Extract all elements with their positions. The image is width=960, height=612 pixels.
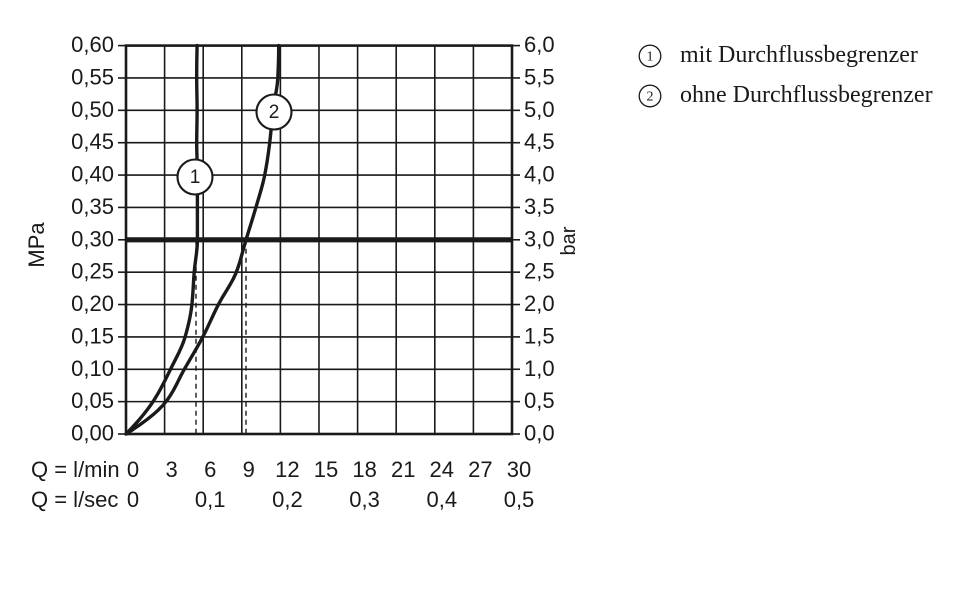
svg-text:0,25: 0,25 bbox=[71, 259, 114, 284]
svg-text:0,1: 0,1 bbox=[195, 487, 226, 512]
svg-text:2: 2 bbox=[647, 90, 654, 105]
svg-text:12: 12 bbox=[275, 457, 299, 482]
svg-text:Q = l/sec: Q = l/sec bbox=[31, 487, 118, 512]
svg-text:0,60: 0,60 bbox=[71, 32, 114, 57]
svg-text:0,40: 0,40 bbox=[71, 162, 114, 187]
svg-text:0,15: 0,15 bbox=[71, 323, 114, 348]
svg-text:1: 1 bbox=[190, 167, 201, 188]
svg-text:18: 18 bbox=[352, 457, 376, 482]
svg-text:27: 27 bbox=[468, 457, 492, 482]
svg-text:0,30: 0,30 bbox=[71, 226, 114, 251]
svg-text:9: 9 bbox=[243, 457, 255, 482]
svg-text:Q = l/min: Q = l/min bbox=[31, 457, 120, 482]
svg-text:0,5: 0,5 bbox=[504, 487, 535, 512]
svg-text:4,0: 4,0 bbox=[524, 162, 555, 187]
svg-text:ohne Durchflussbegrenzer: ohne Durchflussbegrenzer bbox=[680, 82, 933, 108]
svg-text:0,4: 0,4 bbox=[427, 487, 458, 512]
svg-text:2,0: 2,0 bbox=[524, 291, 555, 316]
svg-text:0,2: 0,2 bbox=[272, 487, 303, 512]
svg-text:0,00: 0,00 bbox=[71, 421, 114, 446]
svg-text:30: 30 bbox=[507, 457, 531, 482]
svg-text:3,0: 3,0 bbox=[524, 226, 555, 251]
svg-text:0,50: 0,50 bbox=[71, 97, 114, 122]
svg-text:15: 15 bbox=[314, 457, 338, 482]
svg-text:5,0: 5,0 bbox=[524, 97, 555, 122]
svg-text:1: 1 bbox=[647, 50, 654, 65]
svg-text:2: 2 bbox=[269, 102, 280, 123]
svg-text:1,0: 1,0 bbox=[524, 356, 555, 381]
svg-text:0,35: 0,35 bbox=[71, 194, 114, 219]
svg-text:0,45: 0,45 bbox=[71, 129, 114, 154]
svg-text:0,20: 0,20 bbox=[71, 291, 114, 316]
svg-text:3: 3 bbox=[165, 457, 177, 482]
svg-text:6,0: 6,0 bbox=[524, 32, 555, 57]
svg-text:bar: bar bbox=[558, 226, 580, 255]
svg-text:21: 21 bbox=[391, 457, 415, 482]
svg-text:1,5: 1,5 bbox=[524, 323, 555, 348]
svg-text:0,05: 0,05 bbox=[71, 388, 114, 413]
svg-text:3,5: 3,5 bbox=[524, 194, 555, 219]
svg-text:0: 0 bbox=[127, 487, 139, 512]
svg-text:0,0: 0,0 bbox=[524, 421, 555, 446]
svg-text:6: 6 bbox=[204, 457, 216, 482]
svg-text:0: 0 bbox=[127, 457, 139, 482]
svg-text:mit Durchflussbegrenzer: mit Durchflussbegrenzer bbox=[680, 42, 918, 68]
svg-text:0,55: 0,55 bbox=[71, 64, 114, 89]
svg-text:5,5: 5,5 bbox=[524, 64, 555, 89]
svg-text:4,5: 4,5 bbox=[524, 129, 555, 154]
svg-text:2,5: 2,5 bbox=[524, 259, 555, 284]
svg-text:MPa: MPa bbox=[24, 222, 49, 268]
svg-text:24: 24 bbox=[430, 457, 454, 482]
svg-text:0,5: 0,5 bbox=[524, 388, 555, 413]
svg-text:0,3: 0,3 bbox=[349, 487, 380, 512]
svg-text:0,10: 0,10 bbox=[71, 356, 114, 381]
